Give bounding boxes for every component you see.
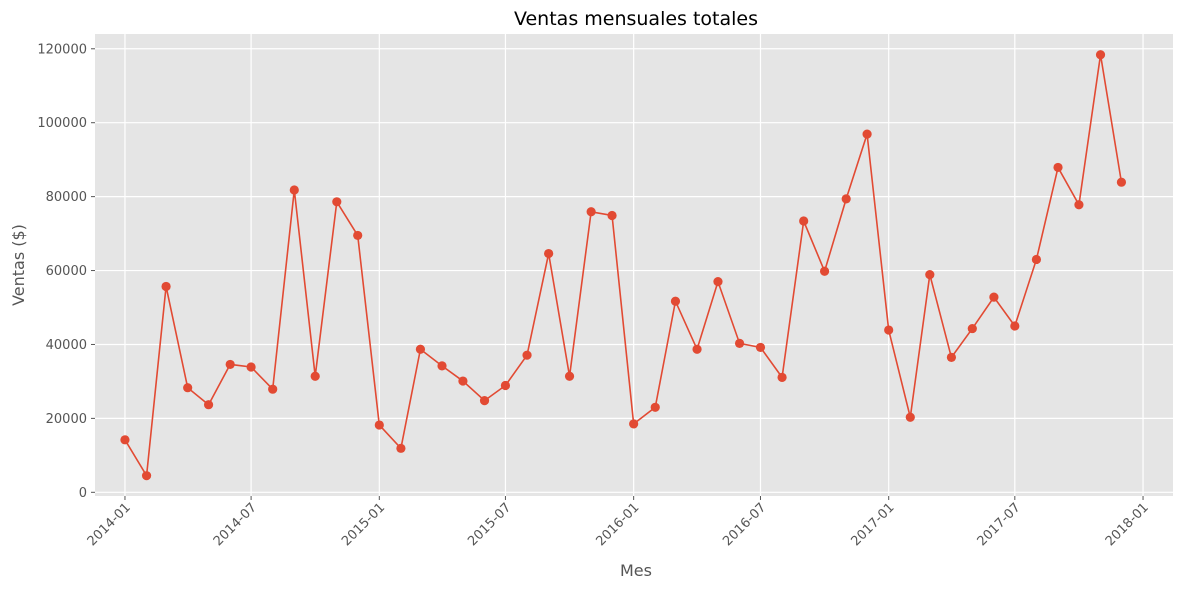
data-point [415,344,426,354]
x-tick-label: 2017-01 [848,500,897,549]
data-point [183,383,193,393]
data-point [1095,50,1106,60]
data-point [946,352,957,362]
data-point [884,325,894,335]
series-line [124,54,1123,479]
y-tick-label: 100000 [37,116,87,131]
data-point [141,471,152,481]
data-point [396,443,406,453]
data-point [905,412,915,422]
x-axis-ticks: 2014-01 2014-07 2015-01 2015-07 2016-01 2016-… [85,496,1152,549]
data-point [734,338,745,348]
data-point [268,384,278,394]
data-point [1116,177,1127,187]
data-point [289,185,299,195]
data-point [967,323,977,334]
x-tick-label: 2014-01 [85,500,134,549]
chart-title: Ventas mensuales totales [514,8,758,30]
data-point [522,350,532,360]
data-point [692,344,702,354]
y-tick-label: 120000 [37,42,87,57]
data-point [777,372,787,382]
x-tick-label: 2015-01 [339,500,388,549]
series-line-path [124,54,1123,479]
series-points [120,50,1127,481]
y-axis-label: Ventas ($) [9,224,28,306]
data-point [544,248,554,259]
data-point [989,292,999,302]
data-point [1074,200,1084,210]
x-axis-label: Mes [620,561,652,580]
y-tick-label: 0 [79,486,87,501]
data-point [819,266,830,276]
data-point [120,435,130,445]
x-tick-label: 2015-07 [465,500,514,549]
data-point [586,207,596,217]
data-point [458,376,468,386]
y-axis-ticks: 0 20000 40000 60000 80000 100000 120000 [37,42,95,501]
data-point [925,270,935,280]
data-point [310,371,320,381]
data-point [353,230,363,241]
grid [95,34,1173,496]
data-point [670,296,681,306]
data-point [1031,254,1042,265]
data-point [225,359,235,370]
data-point [650,402,660,412]
data-point [1010,321,1020,331]
data-point [841,194,851,204]
data-point [755,342,766,353]
data-point [799,216,809,226]
data-point [246,362,256,372]
data-point [203,400,214,410]
y-tick-label: 60000 [46,264,87,279]
y-tick-label: 20000 [46,412,87,427]
x-tick-label: 2014-07 [211,500,260,549]
x-tick-label: 2016-01 [593,500,642,549]
data-point [564,371,575,381]
data-point [374,420,384,430]
data-point [1053,162,1063,173]
data-point [161,281,171,292]
data-point [500,380,511,391]
x-tick-label: 2018-01 [1103,500,1152,549]
data-point [713,277,723,287]
data-point [607,210,617,221]
data-point [332,197,342,207]
x-tick-label: 2017-07 [975,500,1024,549]
data-point [479,396,490,406]
y-tick-label: 40000 [46,338,87,353]
y-tick-label: 80000 [46,190,87,205]
data-point [862,129,872,139]
data-point [437,361,447,371]
x-tick-label: 2016-07 [720,500,769,549]
data-point [629,419,639,429]
